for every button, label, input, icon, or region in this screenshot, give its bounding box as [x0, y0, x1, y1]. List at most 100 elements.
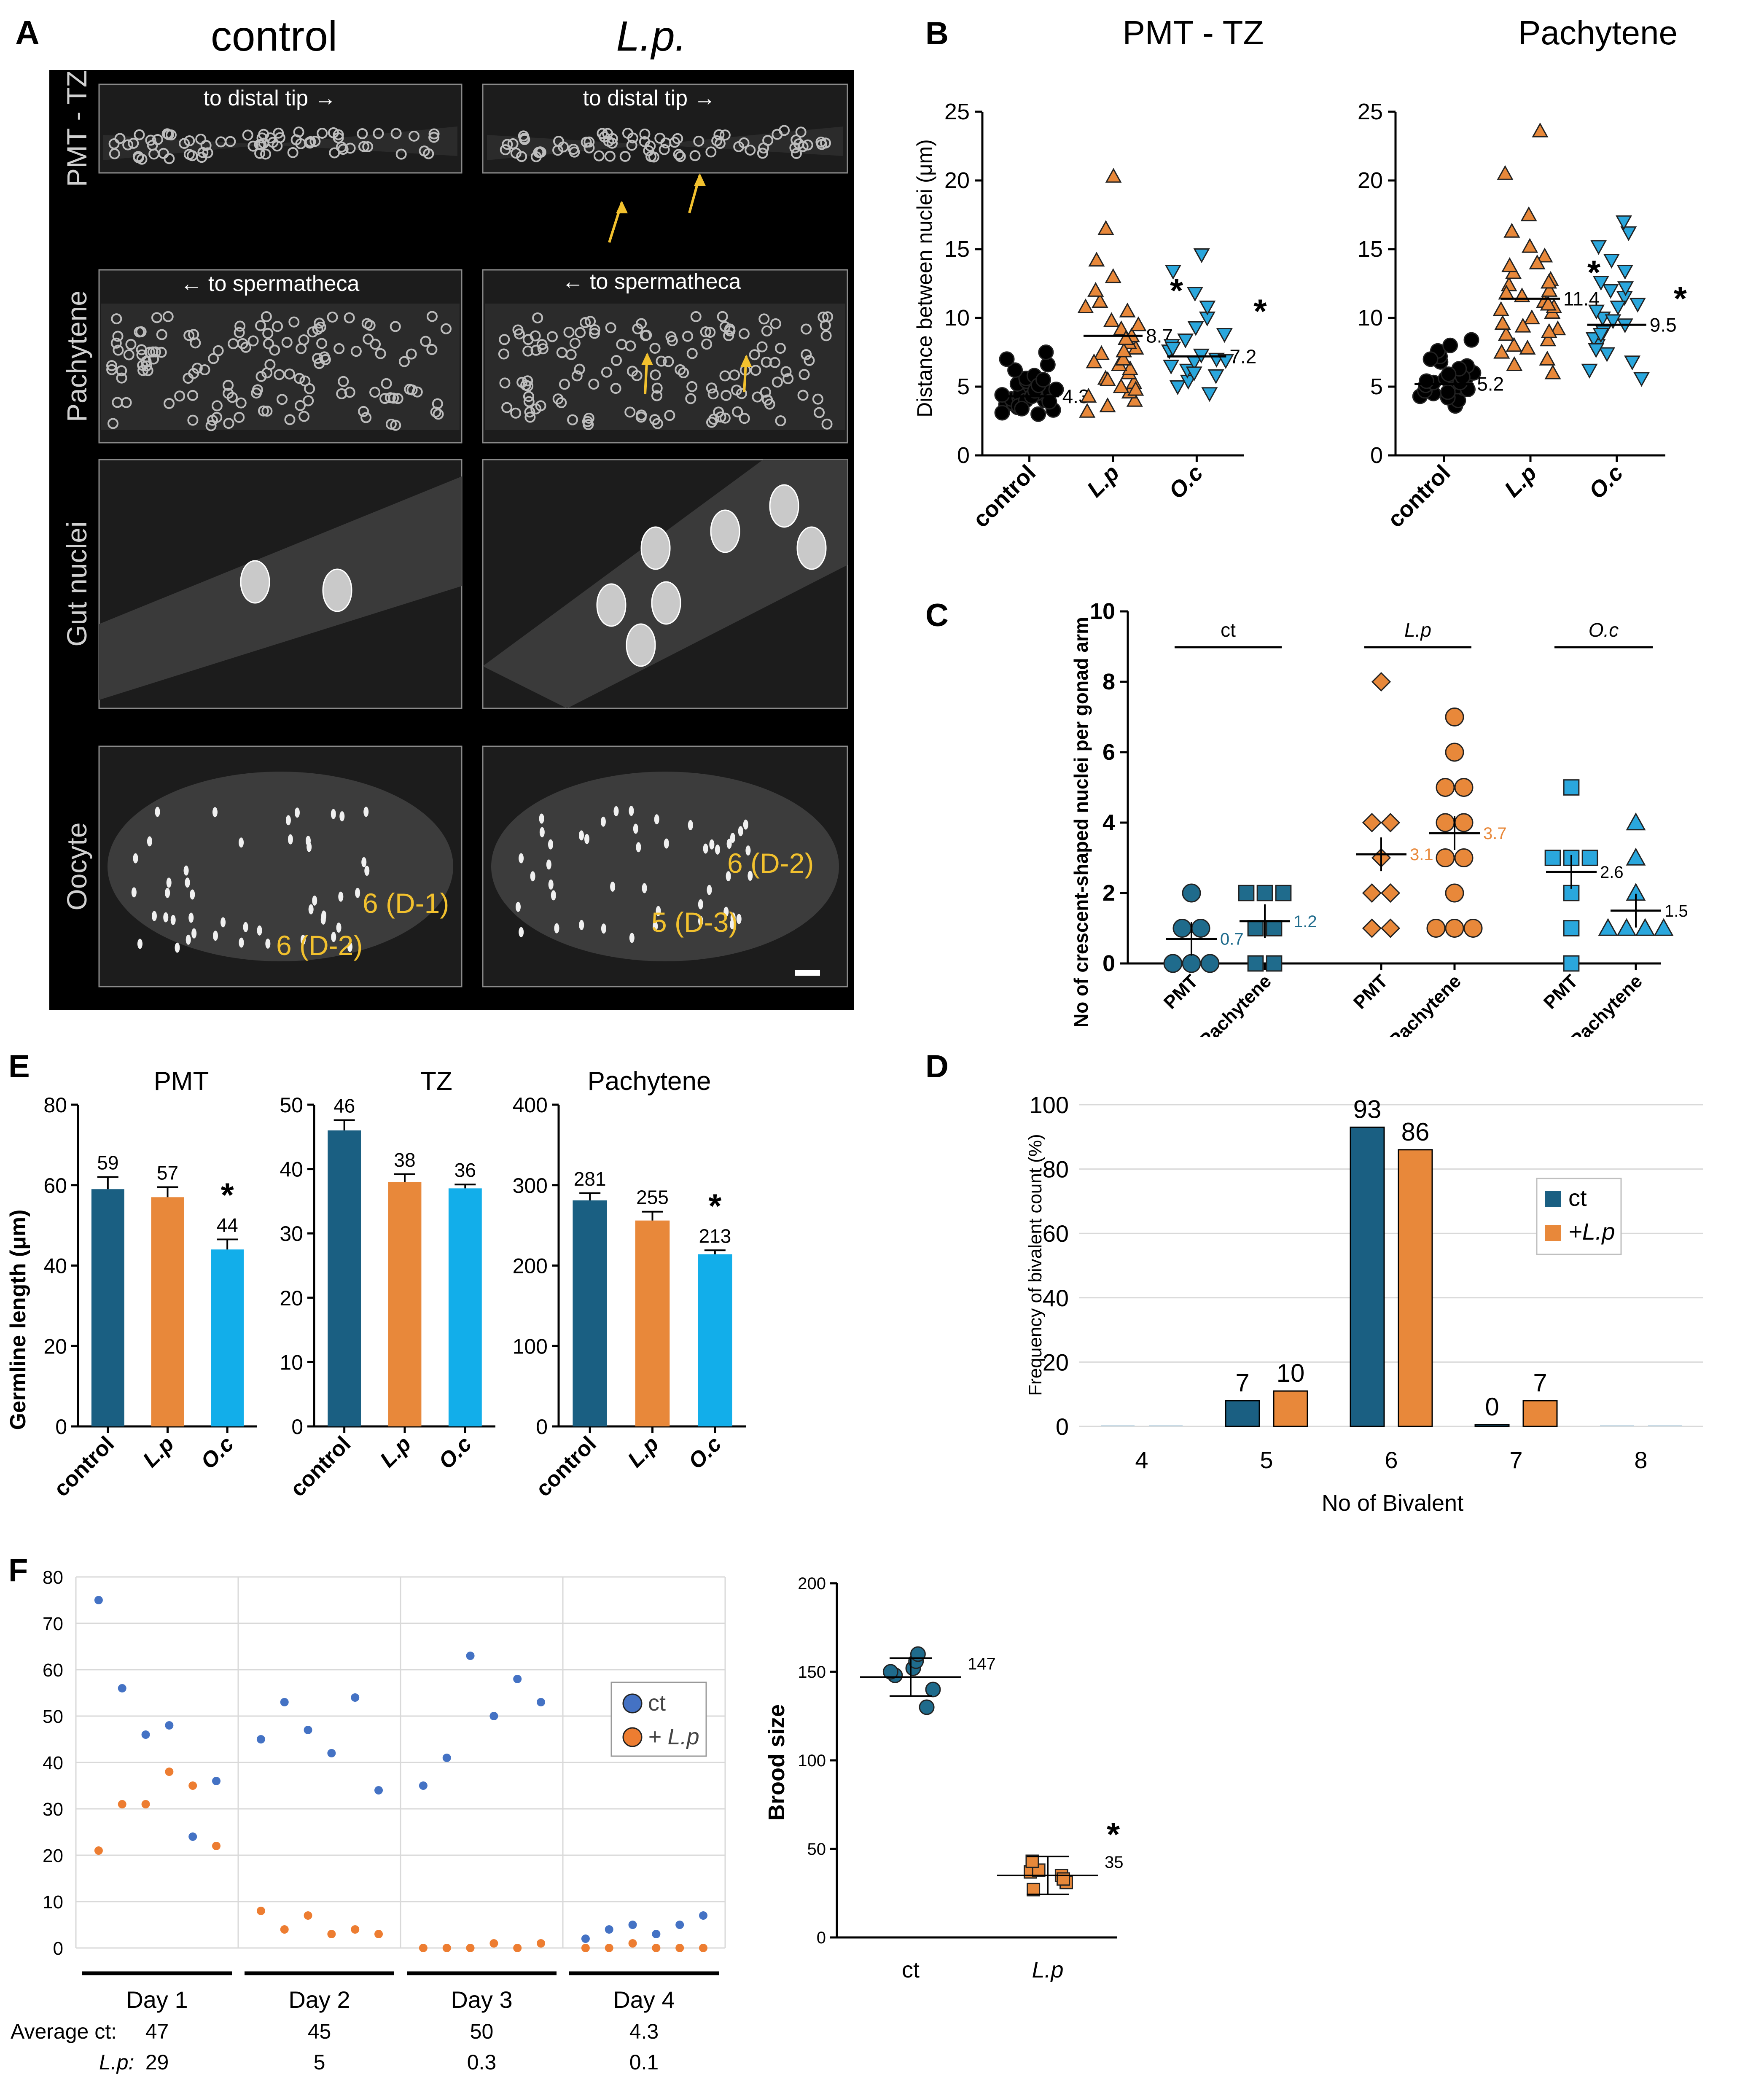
- significance-star: *: [1107, 1816, 1120, 1853]
- data-point: [1539, 350, 1556, 366]
- germ-nucleus: [816, 139, 828, 150]
- data-point: [1581, 363, 1598, 379]
- x-tick-label: control: [286, 1431, 356, 1501]
- germ-nucleus: [631, 370, 643, 381]
- germ-nucleus: [125, 339, 137, 350]
- germ-nucleus: [261, 311, 272, 322]
- data-point: [1500, 276, 1517, 291]
- germ-nucleus: [622, 127, 633, 139]
- data-point: [489, 1939, 498, 1948]
- germ-nucleus: [665, 331, 677, 342]
- data-point: [1035, 372, 1051, 388]
- germ-nucleus: [309, 136, 321, 147]
- germ-nucleus: [223, 387, 234, 399]
- germ-nucleus: [519, 134, 530, 145]
- average-ct-label: Average ct:: [11, 2020, 117, 2043]
- germ-nucleus: [535, 146, 546, 158]
- germ-nucleus: [559, 379, 570, 390]
- data-point: [374, 1930, 383, 1938]
- germ-nucleus: [390, 420, 401, 431]
- data-point: [1193, 248, 1210, 264]
- panel-e: E Germline length (μm) PMT 0 20 40 60 80 59 con…: [6, 1049, 746, 1501]
- germ-nucleus: [775, 415, 786, 427]
- germ-nucleus: [432, 398, 443, 409]
- germ-nucleus: [428, 132, 440, 143]
- y-tick-label: 20: [1358, 168, 1383, 193]
- data-point: [994, 405, 1010, 421]
- data-point: [1588, 343, 1605, 358]
- germ-nucleus: [179, 138, 190, 149]
- germ-nucleus: [675, 151, 686, 162]
- y-tick-label: 10: [1358, 305, 1383, 331]
- data-point: [1201, 387, 1218, 402]
- gut-nucleus: [626, 623, 656, 667]
- gut-nucleus: [240, 560, 270, 604]
- data-point: [1445, 883, 1464, 903]
- bivalent-chromosome: [288, 834, 293, 845]
- panel-b: B Distance between nuclei (μm) PMT - TZ 0…: [913, 14, 1687, 533]
- germ-nucleus: [196, 152, 207, 163]
- column-title-control: control: [211, 13, 337, 60]
- data-point: [605, 1944, 613, 1952]
- data-point: [94, 1846, 103, 1855]
- data-point: [1113, 320, 1130, 336]
- germ-nucleus: [281, 337, 293, 348]
- germ-nucleus: [603, 135, 614, 147]
- panel-d-ylabel: Frequency of bivalent count (%): [1025, 1134, 1046, 1396]
- data-point: [118, 1684, 126, 1692]
- germ-nucleus: [344, 387, 355, 398]
- average-lp-label: L.p:: [99, 2050, 134, 2074]
- germ-nucleus: [296, 343, 307, 354]
- germ-nucleus: [195, 133, 207, 145]
- x-tick-label: PMT: [1350, 971, 1392, 1013]
- chart-title: TZ: [420, 1067, 452, 1096]
- data-point: [1266, 955, 1283, 972]
- germ-nucleus: [370, 339, 381, 350]
- bivalent-chromosome: [642, 883, 647, 893]
- bar: [1273, 1390, 1308, 1427]
- germ-nucleus: [593, 150, 605, 161]
- germ-nucleus: [749, 349, 760, 361]
- germ-nucleus: [804, 355, 815, 366]
- bivalent-chromosome: [151, 911, 157, 921]
- germ-nucleus: [109, 148, 120, 159]
- germ-nucleus: [174, 390, 186, 402]
- bivalent-chromosome: [294, 807, 300, 818]
- germ-nucleus: [619, 151, 631, 162]
- data-point: [1113, 378, 1129, 393]
- data-label: 0: [1485, 1393, 1499, 1421]
- germ-nucleus: [116, 365, 127, 377]
- data-point: [1086, 353, 1102, 369]
- germ-nucleus: [636, 318, 647, 329]
- data-point: [1362, 918, 1382, 938]
- germ-nucleus: [184, 135, 195, 147]
- direction-label: ← to spermatheca: [562, 269, 741, 294]
- data-point: [327, 1930, 336, 1938]
- bivalent-chromosome: [726, 871, 731, 882]
- germ-nucleus: [254, 148, 266, 159]
- germ-nucleus: [373, 128, 384, 139]
- data-point: [1199, 300, 1216, 316]
- data-point: [1440, 384, 1456, 400]
- data-label: 38: [394, 1149, 415, 1171]
- germ-nucleus: [312, 323, 323, 335]
- germ-nucleus: [395, 148, 407, 160]
- germ-nucleus: [552, 145, 564, 156]
- germ-nucleus: [363, 334, 374, 345]
- bivalent-count-label: 6 (D-1): [363, 888, 449, 919]
- bivalent-chromosome: [613, 806, 619, 816]
- brood-ylabel: Brood size: [764, 1704, 789, 1821]
- data-point: [1529, 254, 1546, 269]
- data-point: [212, 1777, 221, 1785]
- bivalent-chromosome: [190, 889, 195, 900]
- germ-nucleus: [769, 357, 780, 368]
- gut-nucleus: [710, 509, 740, 553]
- germ-nucleus: [338, 376, 349, 387]
- data-point: [1519, 339, 1536, 355]
- data-point: [141, 1730, 150, 1739]
- germ-nucleus: [659, 144, 670, 155]
- data-point: [1454, 778, 1474, 797]
- data-label: 93: [1353, 1095, 1382, 1123]
- bivalent-chromosome: [629, 806, 634, 816]
- data-point: [489, 1712, 498, 1720]
